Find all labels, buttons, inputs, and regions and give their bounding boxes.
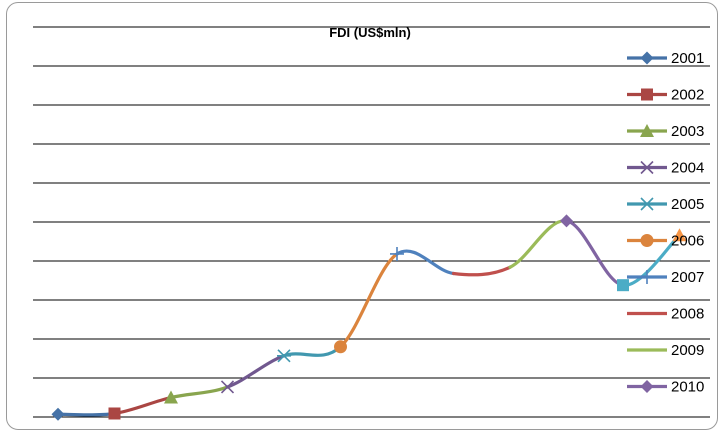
data-point-2012 [672, 228, 687, 242]
legend-marker [640, 380, 654, 393]
chart-frame [6, 2, 718, 430]
series-line-2006 [338, 252, 399, 349]
legend-marker [640, 197, 654, 211]
legend-label: 2004 [671, 160, 704, 177]
legend-item-2009: 2009 [627, 342, 704, 359]
data-point-2011 [617, 279, 629, 292]
series-line-2002 [112, 395, 173, 416]
series-line-2005 [282, 345, 343, 358]
legend-marker [640, 270, 654, 284]
legend-item-2006: 2006 [627, 233, 704, 250]
data-point-2010 [560, 214, 573, 228]
legend-marker [640, 234, 654, 247]
gridlines [33, 26, 710, 418]
data-point-2003 [164, 390, 178, 404]
legend-label: 2005 [671, 196, 704, 213]
legend-label: 2002 [671, 87, 704, 104]
series-line-2007 [395, 249, 456, 276]
legend-label: 2007 [671, 269, 704, 286]
legend-label: 2008 [671, 306, 704, 323]
legend-marker [640, 51, 654, 65]
series-line-2010 [564, 219, 625, 287]
legend-marker [640, 124, 654, 137]
legend-label: 2006 [671, 233, 704, 250]
data-point-2005 [277, 349, 291, 363]
series-lines [56, 219, 682, 417]
legend-item-2007: 2007 [627, 269, 704, 286]
series-line-2009 [508, 219, 569, 269]
data-markers [51, 214, 687, 421]
data-point-2006 [334, 340, 347, 354]
series-line-2004 [225, 354, 286, 389]
data-point-2001 [51, 407, 65, 421]
legend: 2001 2002 2003 2004 2005 2006 2007 2008 2009 2010 [627, 50, 704, 396]
legend-item-2004: 2004 [627, 160, 704, 177]
legend-item-2010: 2010 [627, 379, 704, 396]
legend-item-2003: 2003 [627, 123, 704, 140]
legend-item-2002: 2002 [627, 87, 704, 104]
data-point-2004 [220, 380, 235, 394]
series-line-2003 [169, 385, 230, 400]
series-line-2008 [451, 265, 512, 277]
legend-label: 2003 [671, 123, 704, 140]
data-point-2007 [390, 246, 404, 261]
legend-item-2001: 2001 [627, 50, 704, 67]
legend-item-2008: 2008 [627, 306, 704, 323]
legend-label: 2010 [671, 379, 704, 396]
legend-label: 2001 [671, 50, 704, 67]
legend-marker [641, 88, 653, 101]
legend-item-2005: 2005 [627, 196, 704, 213]
data-point-2002 [108, 407, 121, 420]
series-line-2001 [56, 411, 117, 417]
chart-title: FDI (US$mln) [329, 25, 411, 40]
legend-marker [640, 160, 654, 175]
legend-label: 2009 [671, 342, 704, 359]
